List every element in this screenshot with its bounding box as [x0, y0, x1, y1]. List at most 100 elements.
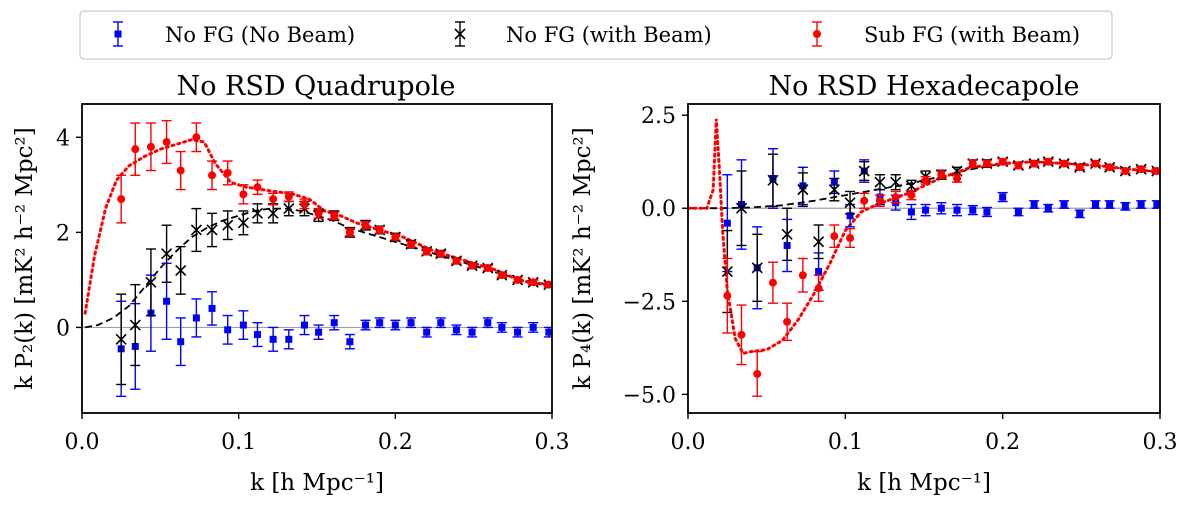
data-marker — [422, 247, 431, 256]
data-marker — [1121, 202, 1129, 210]
data-point — [1074, 209, 1085, 219]
data-point — [767, 153, 779, 208]
axes-frame — [81, 103, 553, 414]
data-point — [421, 326, 432, 338]
series-square — [116, 262, 552, 398]
data-point — [374, 225, 385, 235]
data-marker — [253, 183, 262, 192]
data-point — [1136, 200, 1147, 209]
data-marker — [781, 228, 793, 240]
data-marker — [468, 261, 477, 270]
data-marker — [921, 176, 930, 185]
data-marker — [437, 319, 445, 327]
y-tick-label: 4 — [56, 126, 70, 151]
data-point — [1029, 200, 1040, 209]
legend-marker — [113, 21, 123, 47]
x-tick-label: 0.2 — [985, 430, 1020, 455]
data-point — [905, 179, 917, 193]
data-marker — [815, 268, 823, 276]
data-point — [451, 324, 462, 336]
data-marker — [858, 165, 870, 177]
data-marker — [860, 196, 869, 205]
data-point — [283, 191, 294, 203]
y-tick-label: −2.5 — [623, 290, 676, 315]
data-marker — [813, 236, 825, 248]
data-marker — [905, 180, 917, 192]
data-marker — [300, 199, 309, 208]
data-marker — [751, 262, 763, 274]
data-marker — [162, 138, 171, 147]
data-marker — [163, 297, 171, 305]
data-marker — [875, 196, 884, 205]
data-marker — [407, 319, 415, 327]
data-marker — [529, 323, 537, 331]
data-point — [512, 326, 523, 338]
data-point — [268, 326, 279, 352]
data-marker — [208, 171, 217, 180]
data-marker — [1106, 201, 1114, 209]
data-marker — [300, 321, 308, 329]
legend-entry: No FG (with Beam) — [454, 21, 712, 47]
legend-frame — [79, 10, 1113, 60]
data-point — [528, 278, 539, 287]
y-axis-label: k P₄(k) [mK² h⁻² Mpc²] — [570, 127, 596, 389]
data-point — [782, 302, 793, 342]
plot-area — [688, 118, 1160, 397]
data-marker — [874, 176, 886, 188]
data-point — [299, 198, 310, 210]
y-tick-label: 0 — [56, 316, 70, 341]
data-point — [797, 257, 808, 293]
data-point — [145, 122, 156, 172]
data-marker — [937, 170, 946, 179]
data-point — [299, 314, 310, 336]
data-marker — [922, 206, 930, 214]
data-marker — [237, 217, 249, 229]
data-point — [451, 256, 462, 265]
data-marker — [907, 208, 915, 216]
series-circle — [722, 157, 1160, 397]
data-marker — [330, 211, 339, 220]
data-marker — [983, 208, 991, 216]
data-marker — [830, 232, 839, 241]
data-point — [191, 122, 202, 153]
data-point — [344, 333, 355, 350]
data-marker — [846, 234, 855, 243]
data-point — [751, 233, 763, 303]
data-point — [252, 179, 263, 196]
data-marker — [146, 142, 155, 151]
x-tick-label: 0.0 — [671, 430, 706, 455]
plot-area — [82, 119, 552, 398]
data-point — [752, 350, 763, 397]
data-point — [981, 159, 992, 168]
data-marker — [131, 145, 140, 154]
data-marker — [1105, 163, 1114, 172]
data-point — [1120, 167, 1131, 176]
data-point — [858, 161, 870, 182]
data-marker — [968, 159, 977, 168]
data-marker — [239, 321, 247, 329]
data-marker — [115, 333, 127, 345]
data-point — [175, 245, 187, 295]
data-point — [1013, 161, 1024, 170]
data-point — [161, 224, 173, 283]
data-point — [267, 203, 279, 224]
data-marker — [544, 280, 552, 289]
data-marker — [498, 323, 506, 331]
data-marker — [239, 190, 248, 199]
x-tick-label: 0.1 — [221, 430, 256, 455]
data-marker — [497, 271, 506, 280]
data-point — [129, 283, 141, 367]
data-marker — [223, 168, 232, 177]
data-marker — [454, 28, 466, 40]
data-marker — [175, 264, 187, 276]
data-marker — [376, 319, 384, 327]
x-axis-label: k [h Mpc⁻¹] — [250, 470, 384, 496]
series-circle — [116, 119, 552, 289]
data-marker — [436, 249, 445, 258]
data-marker — [1076, 210, 1084, 218]
x-tick-label: 0.3 — [535, 430, 570, 455]
data-marker — [999, 193, 1007, 201]
data-marker — [423, 328, 431, 336]
data-point — [767, 261, 778, 304]
data-marker — [1014, 208, 1022, 216]
